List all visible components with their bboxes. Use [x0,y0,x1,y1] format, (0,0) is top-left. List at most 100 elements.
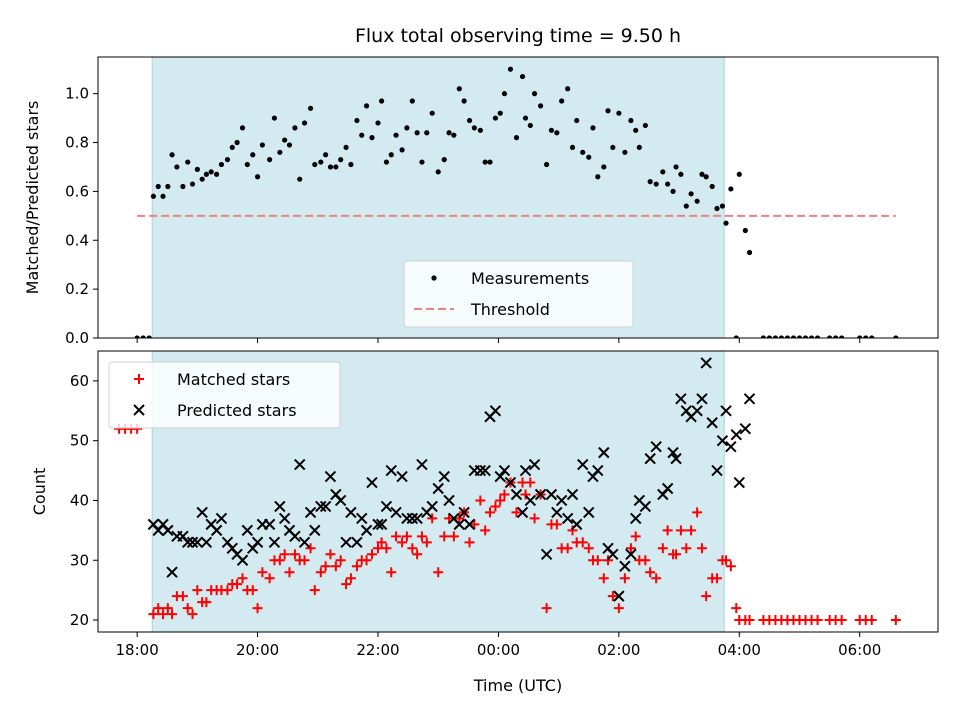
legend-box [403,260,634,328]
matched-stars-point [866,615,877,626]
measurement-point [670,188,676,194]
predicted-stars-point [696,393,708,405]
measurement-point [134,335,140,338]
measurement-point [446,130,452,136]
matched-stars-point [671,549,682,560]
y-axis-label: Matched/Predicted stars [23,101,42,295]
measurement-point [527,122,533,129]
y-tick-label: 0.0 [65,329,89,347]
measurement-point [653,181,659,187]
measurement-point [348,161,354,168]
predicted-stars-point [196,506,208,519]
matched-stars-point [448,531,459,542]
x-tick-label: 02:00 [597,641,640,659]
measurement-point [471,125,477,131]
matched-stars-point [444,513,455,524]
measurement-point [863,335,869,338]
matched-stars-point [692,507,703,518]
predicted-stars-point [356,512,368,525]
predicted-stars-point [583,506,595,519]
predicted-stars-point [607,548,619,560]
measurement-point [784,335,791,338]
measurement-point [513,135,520,141]
measurement-point [487,159,493,165]
predicted-stars-point [406,512,419,525]
matched-stars-point [305,543,316,554]
measurement-point [466,117,473,124]
predicted-stars-point [309,524,321,537]
predicted-stars-point [644,452,656,465]
measurement-point [451,132,457,138]
matched-stars-point [812,615,823,626]
predicted-stars-point [263,518,276,531]
matched-stars-point [427,513,438,524]
predicted-stars-point [561,512,574,525]
legend-box [108,361,341,429]
measurement-point [778,335,785,338]
measurement-point [318,159,324,165]
matched-stars-point [407,543,418,554]
measurement-point [548,127,555,133]
matched-stars-point [583,543,594,554]
matched-stars-point [391,531,402,542]
measurement-point [833,335,839,338]
measurement-point [155,183,161,190]
predicted-stars-point [416,458,428,471]
predicted-stars-point [720,405,732,417]
matched-stars-point [222,585,233,596]
measurement-point [746,249,753,256]
predicted-stars-point [691,405,703,417]
predicted-stars-point [494,470,506,483]
measurement-point [736,171,742,177]
x-axis-label: Time (UTC) [473,676,562,695]
predicted-stars-point [251,536,264,549]
predicted-stars-point [706,417,718,429]
matched-stars-point [412,549,423,560]
measurement-point [435,169,441,175]
measurement-point [271,115,278,121]
predicted-stars-point [458,506,470,519]
matched-stars-point [577,537,588,548]
matched-stars-point [381,543,392,554]
predicted-stars-point [319,500,332,513]
matched-stars-point [645,567,656,578]
predicted-stars-point [479,464,491,477]
matched-stars-point [366,549,377,560]
matched-stars-point [177,591,188,602]
predicted-stars-point [592,464,604,477]
matched-stars-point [284,567,295,578]
predicted-stars-point [463,518,476,531]
measurement-point [827,335,833,338]
measurement-point [185,159,191,165]
measurement-point [383,159,390,165]
matched-stars-point [361,555,372,566]
matched-stars-point [289,549,300,560]
matched-stars-point [454,513,465,524]
matched-stars-point [325,549,336,560]
measurement-point [699,171,705,177]
measurement-point [559,98,565,104]
measurement-point [429,110,435,116]
measurement-point [239,125,246,131]
measurement-point [267,157,273,163]
measurement-point [622,149,628,155]
bottom-panel: 18:00 20:00 22:00 00:00 02:00 04:00 06:00 20 30 4… [30,350,939,659]
predicted-stars-point [294,458,306,471]
measurement-point [259,142,265,148]
measurement-point [688,191,694,197]
predicted-stars-point [274,500,286,513]
x-tick-label: 20:00 [236,641,279,659]
predicted-stars-point [545,488,558,501]
x-tick-label: 06:00 [838,641,881,659]
predicted-stars-point [390,506,402,519]
y-tick-label: 60 [70,372,89,390]
predicted-stars-point [733,476,745,489]
measurement-point [590,125,596,131]
measurement-point [647,179,653,185]
matched-stars-point [153,603,164,614]
measurement-point [388,152,394,158]
matched-stars-point [341,579,352,590]
predicted-stars-point [566,488,579,501]
measurement-point [660,169,666,175]
